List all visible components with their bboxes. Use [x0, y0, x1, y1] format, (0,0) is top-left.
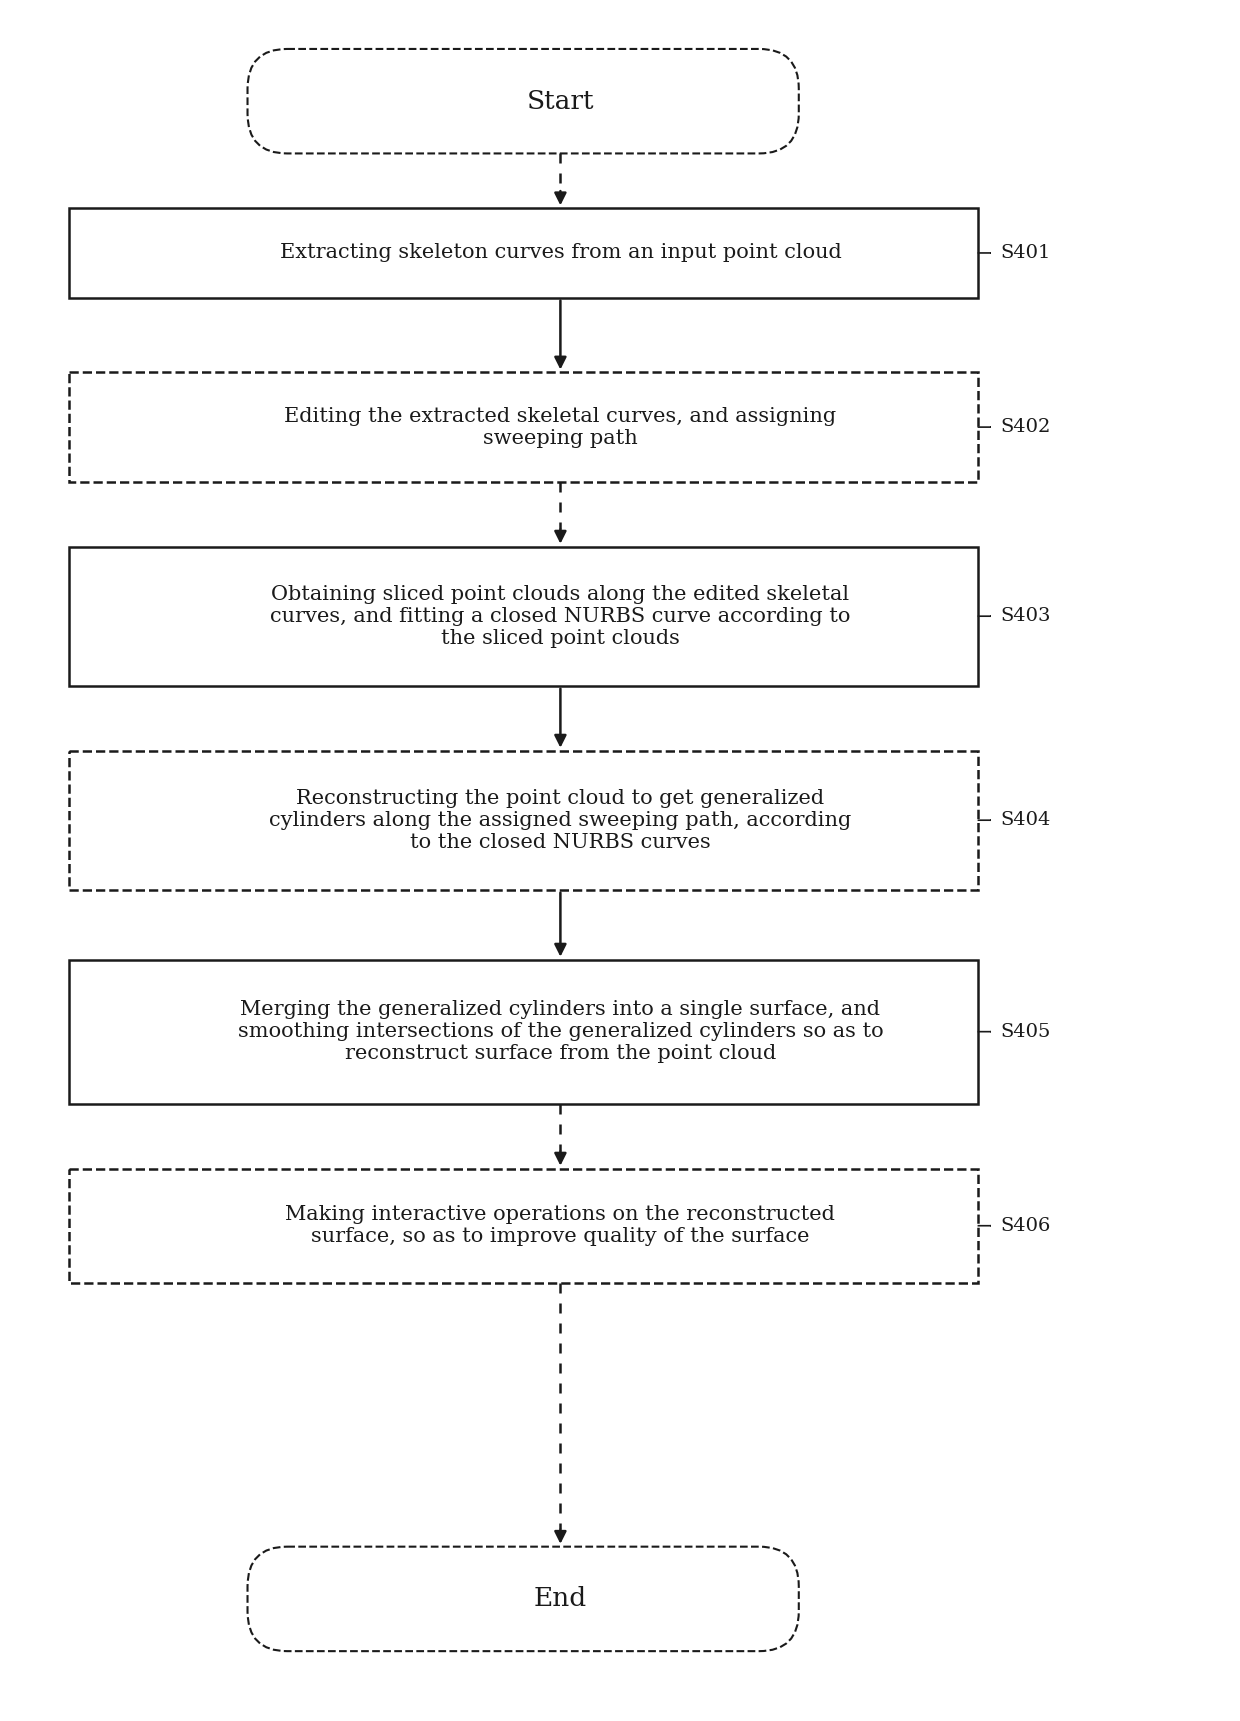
Text: S401: S401 — [1001, 244, 1050, 262]
Text: Merging the generalized cylinders into a single surface, and
smoothing intersect: Merging the generalized cylinders into a… — [238, 1000, 883, 1064]
Text: S406: S406 — [1001, 1217, 1050, 1234]
Text: Editing the extracted skeletal curves, and assigning
sweeping path: Editing the extracted skeletal curves, a… — [284, 406, 837, 447]
Text: Making interactive operations on the reconstructed
surface, so as to improve qua: Making interactive operations on the rec… — [285, 1205, 836, 1246]
Bar — [68, 1169, 977, 1282]
Text: Extracting skeleton curves from an input point cloud: Extracting skeleton curves from an input… — [279, 243, 841, 263]
Bar — [68, 372, 977, 482]
Text: Reconstructing the point cloud to get generalized
cylinders along the assigned s: Reconstructing the point cloud to get ge… — [269, 788, 852, 852]
Text: S404: S404 — [1001, 811, 1050, 830]
FancyBboxPatch shape — [248, 48, 799, 153]
Text: S403: S403 — [1001, 608, 1052, 625]
Text: S402: S402 — [1001, 418, 1050, 435]
Text: Obtaining sliced point clouds along the edited skeletal
curves, and fitting a cl: Obtaining sliced point clouds along the … — [270, 585, 851, 647]
Text: Start: Start — [527, 89, 594, 114]
Bar — [68, 960, 977, 1103]
Bar — [68, 750, 977, 890]
Bar — [68, 547, 977, 687]
Text: S405: S405 — [1001, 1022, 1050, 1041]
Bar — [68, 208, 977, 298]
Text: End: End — [534, 1587, 587, 1611]
FancyBboxPatch shape — [248, 1547, 799, 1650]
